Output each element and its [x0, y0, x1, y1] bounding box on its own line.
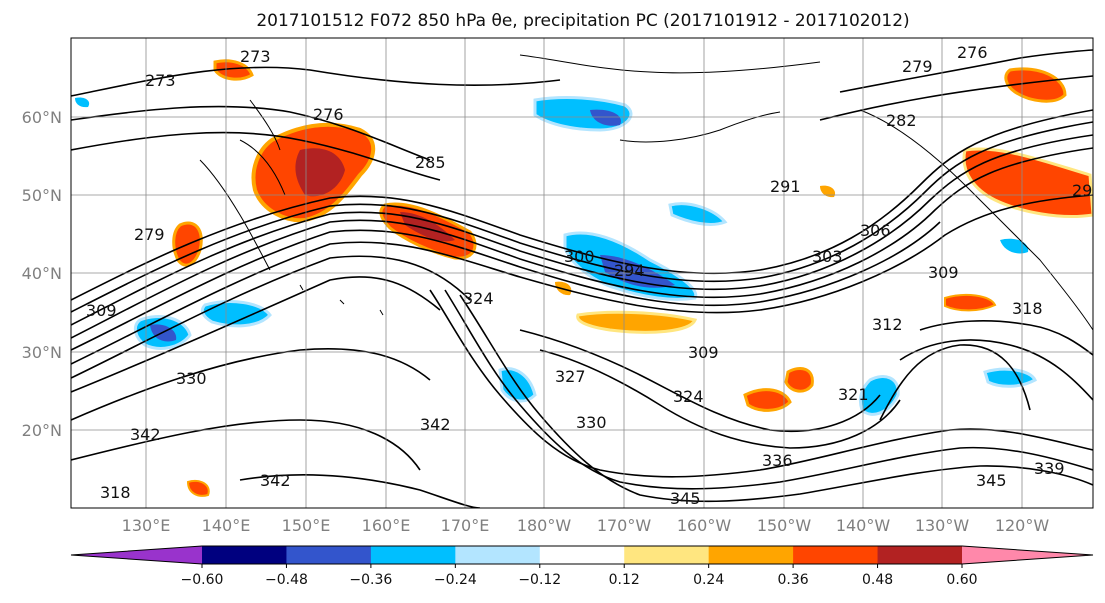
- contour-label: 300: [564, 247, 595, 266]
- lat-tick-label: 60°N: [22, 108, 62, 127]
- colorbar-segment: [793, 546, 879, 564]
- colorbar: −0.60 −0.48 −0.36 −0.24 −0.12 0.12 0.24 0.36 0.4…: [70, 545, 1094, 588]
- contour-label: 339: [1034, 459, 1065, 478]
- longitude-tick-labels: 130°E 140°E 150°E 160°E 170°E 180°W 170°…: [122, 516, 1050, 535]
- colorbar-segment: [202, 546, 287, 564]
- latitude-tick-labels: 60°N 50°N 40°N 30°N 20°N: [22, 108, 62, 440]
- colorbar-segment: [370, 546, 456, 564]
- contour-label: 321: [838, 385, 869, 404]
- lon-tick-label: 180°W: [517, 516, 572, 535]
- contour-label: 309: [86, 301, 117, 320]
- colorbar-segment: [286, 546, 372, 564]
- contour-label: 324: [463, 289, 494, 308]
- colorbar-tick-label: 0.48: [862, 572, 893, 588]
- contour-label: 279: [902, 57, 933, 76]
- contour-label: 327: [555, 367, 586, 386]
- map-panel: 273 273 276 279 276 282 285 291 297 303 …: [71, 38, 1103, 508]
- contour-label: 318: [100, 483, 131, 502]
- colorbar-segment: [708, 546, 794, 564]
- contour-label: 279: [134, 225, 165, 244]
- colorbar-tick-label: 0.24: [693, 572, 724, 588]
- coastlines: [199, 54, 1093, 331]
- contour-label: 297: [1072, 181, 1103, 200]
- colorbar-tick-label: 0.60: [946, 572, 977, 588]
- theta-e-contours: [71, 49, 1093, 508]
- contour-label: 324: [673, 387, 704, 406]
- contour-label: 309: [928, 263, 959, 282]
- lon-tick-label: 130°E: [122, 516, 171, 535]
- lon-tick-label: 160°W: [677, 516, 732, 535]
- contour-label: 306: [860, 221, 891, 240]
- map-frame: [70, 37, 1094, 509]
- lon-tick-label: 120°W: [995, 516, 1050, 535]
- lat-tick-label: 40°N: [22, 264, 62, 283]
- contour-label: 276: [957, 43, 988, 62]
- contour-label: 342: [260, 471, 291, 490]
- lat-tick-label: 20°N: [22, 421, 62, 440]
- contour-label: 345: [670, 489, 701, 508]
- lon-tick-label: 130°W: [915, 516, 970, 535]
- lat-tick-label: 30°N: [22, 343, 62, 362]
- contour-label: 330: [576, 413, 607, 432]
- colorbar-tick-label: 0.12: [609, 572, 640, 588]
- gridlines: [71, 38, 1093, 508]
- colorbar-tick-label: −0.24: [434, 572, 477, 588]
- colorbar-tick-label: −0.48: [265, 572, 308, 588]
- lon-tick-label: 140°W: [836, 516, 891, 535]
- contour-label: 282: [886, 111, 917, 130]
- contour-label: 294: [614, 261, 645, 280]
- contour-label: 336: [762, 451, 793, 470]
- colorbar-segment: [455, 546, 541, 564]
- colorbar-extension-high: [962, 546, 1093, 564]
- lon-tick-label: 150°E: [282, 516, 331, 535]
- colorbar-tick-label: −0.12: [518, 572, 561, 588]
- contour-label: 345: [976, 471, 1007, 490]
- contour-label: 273: [240, 47, 271, 66]
- map-title: 2017101512 F072 850 hPa θe, precipitatio…: [256, 11, 909, 31]
- contour-label: 291: [770, 177, 801, 196]
- contour-label: 342: [130, 425, 161, 444]
- contour-label: 303: [812, 247, 843, 266]
- contour-label: 318: [1012, 299, 1043, 318]
- contour-label: 273: [145, 71, 176, 90]
- positive-precip-patches: [172, 59, 1093, 497]
- colorbar-segment: [877, 546, 963, 564]
- lon-tick-label: 170°E: [441, 516, 490, 535]
- contour-label: 330: [176, 369, 207, 388]
- contour-label: 309: [688, 343, 719, 362]
- colorbar-segment: [539, 546, 625, 564]
- lat-tick-label: 50°N: [22, 186, 62, 205]
- colorbar-tick-label: 0.36: [778, 572, 809, 588]
- contour-label: 342: [420, 415, 451, 434]
- contour-label: 276: [313, 105, 344, 124]
- colorbar-extension-low: [71, 546, 202, 564]
- contour-labels: 273 273 276 279 276 282 285 291 297 303 …: [86, 43, 1103, 508]
- colorbar-tick-label: −0.60: [181, 572, 224, 588]
- lon-tick-label: 160°E: [362, 516, 411, 535]
- contour-label: 312: [872, 315, 903, 334]
- lon-tick-label: 170°W: [597, 516, 652, 535]
- colorbar-tick-label: −0.36: [349, 572, 392, 588]
- lon-tick-label: 150°W: [757, 516, 812, 535]
- contour-label: 285: [415, 153, 446, 172]
- colorbar-segment: [624, 546, 710, 564]
- lon-tick-label: 140°E: [202, 516, 251, 535]
